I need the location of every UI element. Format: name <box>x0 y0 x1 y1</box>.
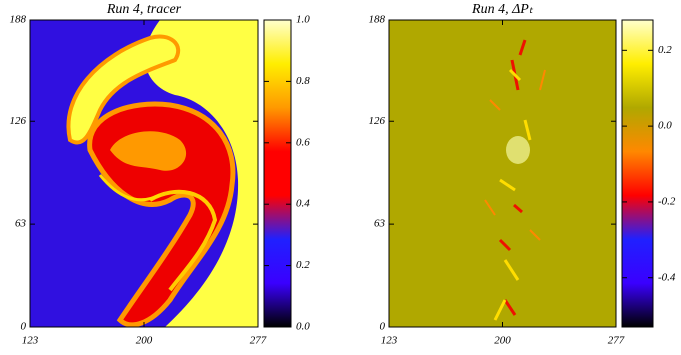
x-tick-label: 123 <box>22 335 39 347</box>
x-tick-label: 200 <box>494 335 511 347</box>
colorbar-tick-label: 0.2 <box>658 44 672 56</box>
colorbar-tick-label: 1.0 <box>296 14 310 26</box>
x-tick-label: 200 <box>136 335 153 347</box>
tracer-field <box>30 20 258 327</box>
y-tick-label: 63 <box>15 218 27 230</box>
x-tick-label: 123 <box>381 335 398 347</box>
y-tick-label: 188 <box>369 14 386 26</box>
colorbar-tick-label: 0.2 <box>296 259 310 271</box>
y-tick-label: 188 <box>10 14 27 26</box>
x-tick-label: 277 <box>608 335 625 347</box>
chart-title: Run 4, tracer <box>106 2 182 17</box>
colorbar-tick-label: 0.4 <box>296 198 310 210</box>
y-tick-label: 0 <box>380 321 386 333</box>
colorbar-tick-label: 0.8 <box>296 75 310 87</box>
colorbar-tick-label: -0.2 <box>658 195 676 207</box>
pressure-field <box>389 20 616 327</box>
colorbar-tick-label: 0.6 <box>296 136 310 148</box>
colorbar-tick-label: 0.0 <box>658 120 672 132</box>
y-tick-label: 126 <box>10 115 27 127</box>
colorbar-tick-label: -0.4 <box>658 271 676 283</box>
colorbar-tick-label: 0.0 <box>296 321 310 333</box>
colorbar <box>263 19 292 328</box>
chart-title: Run 4, ΔPₜ <box>471 2 534 17</box>
y-tick-label: 126 <box>369 115 386 127</box>
x-tick-label: 277 <box>250 335 267 347</box>
colorbar <box>621 19 654 328</box>
y-tick-label: 63 <box>374 218 386 230</box>
y-tick-label: 0 <box>21 321 27 333</box>
